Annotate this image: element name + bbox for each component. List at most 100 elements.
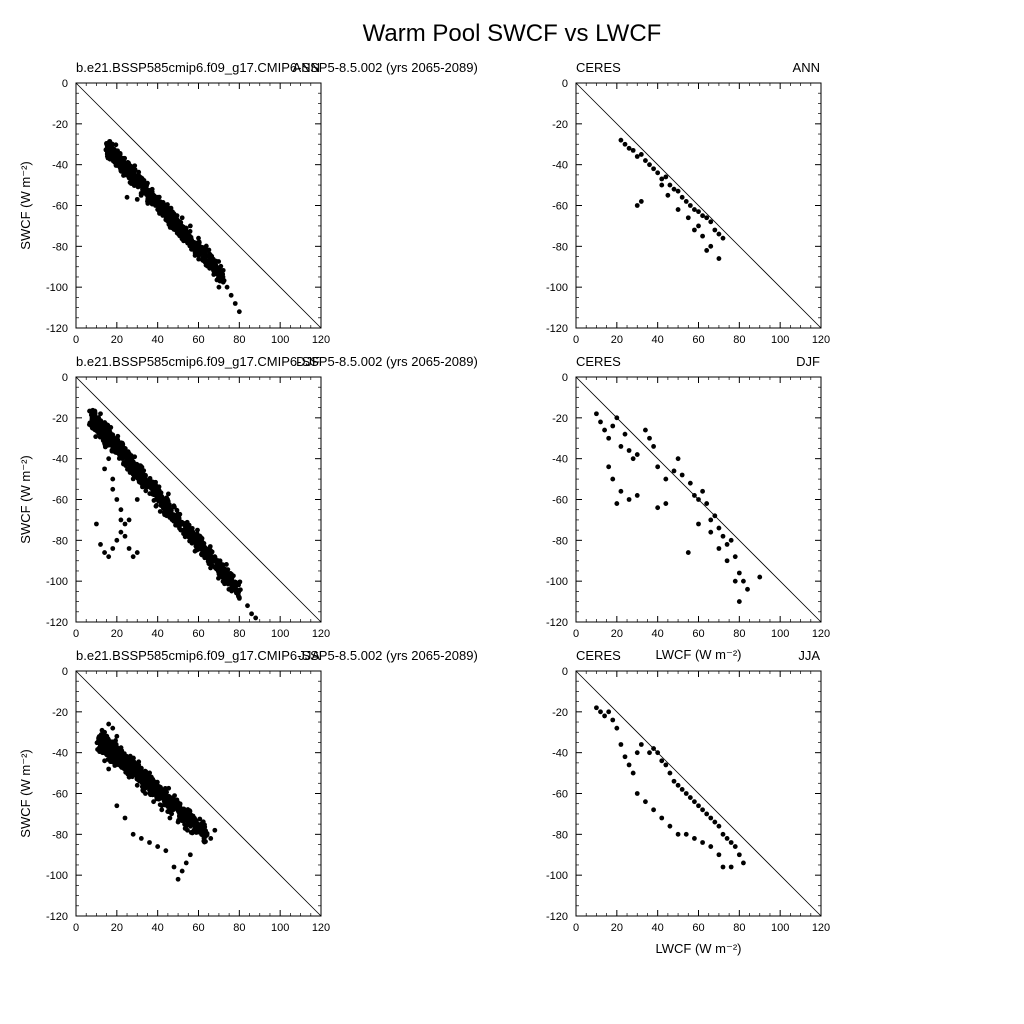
x-tick-label: 20 (111, 334, 123, 346)
data-point (196, 537, 201, 543)
data-point (162, 785, 168, 791)
data-point (165, 809, 171, 815)
data-point (200, 820, 205, 826)
y-axis-label: SWCF (W m⁻²) (18, 161, 33, 249)
data-point (102, 550, 107, 555)
y-tick-label: -20 (552, 707, 568, 719)
data-point (155, 207, 161, 212)
x-tick-label: 80 (233, 628, 245, 640)
data-point (204, 553, 210, 559)
data-point (126, 166, 132, 172)
data-point (94, 415, 99, 421)
data-point (163, 848, 169, 854)
x-tick-label: 80 (733, 922, 745, 934)
data-point (728, 840, 734, 845)
data-point (102, 758, 107, 764)
data-point (704, 248, 710, 253)
data-point (98, 737, 104, 743)
data-point (134, 461, 140, 467)
data-point (659, 758, 665, 764)
data-point (147, 840, 152, 845)
x-tick-label: 60 (192, 334, 204, 346)
data-point (114, 154, 120, 159)
data-point (203, 243, 209, 249)
data-point (683, 199, 689, 204)
data-point (111, 758, 117, 764)
data-point (110, 442, 116, 448)
data-point (626, 497, 632, 502)
data-point (98, 411, 103, 417)
data-point (700, 233, 705, 239)
data-point (708, 815, 714, 821)
scatter-panel: 0 20 40 60 80 100 120 0 -20 -40 -60 -80 -100 -120 CERE… (546, 354, 830, 662)
data-point (708, 219, 714, 225)
data-point (177, 511, 183, 517)
data-point (151, 498, 157, 503)
y-tick-label: -60 (52, 789, 68, 801)
data-point (683, 791, 689, 796)
data-point (105, 422, 110, 428)
data-point (708, 517, 714, 523)
data-point (134, 550, 140, 555)
data-point (94, 421, 100, 427)
data-point (110, 752, 116, 758)
data-point (651, 166, 656, 172)
data-point (174, 801, 180, 807)
data-point (142, 188, 148, 194)
scatter-panel: 0 20 40 60 80 100 120 0 -20 -40 -60 -80 -100 -120 b.e2… (18, 354, 478, 640)
data-point (210, 266, 216, 272)
data-point (147, 770, 153, 776)
data-point (204, 248, 210, 253)
data-point (618, 444, 624, 449)
x-tick-label: 120 (312, 922, 330, 934)
y-tick-label: -120 (46, 617, 68, 629)
scatter-panel: 0 20 40 60 80 100 120 0 -20 -40 -60 -80 -100 -120 CERE… (546, 60, 830, 346)
data-point (134, 497, 140, 502)
y-tick-label: -20 (52, 413, 68, 425)
x-tick-label: 0 (573, 922, 579, 934)
data-point (171, 864, 177, 870)
data-point (191, 244, 197, 250)
data-point (114, 537, 120, 543)
panel-left-title: CERES (576, 60, 621, 75)
data-point (663, 501, 669, 506)
data-point (140, 780, 145, 786)
data-point (183, 823, 189, 829)
data-point (200, 826, 206, 832)
data-point (610, 423, 616, 429)
data-point (212, 554, 218, 560)
data-point (622, 754, 628, 760)
data-point (115, 745, 121, 751)
data-point (154, 503, 159, 508)
data-point (724, 836, 730, 841)
data-point (212, 827, 218, 833)
x-tick-label: 120 (812, 334, 830, 346)
data-point (687, 795, 693, 800)
data-point (692, 799, 697, 805)
data-point (663, 476, 669, 482)
data-point (157, 802, 163, 808)
data-point (634, 203, 640, 208)
x-tick-label: 0 (73, 922, 79, 934)
y-tick-label: 0 (62, 666, 68, 678)
panel-left-title: b.e21.BSSP585cmip6.f09_g17.CMIP6-SSP5-8.… (76, 648, 478, 663)
data-point (655, 464, 661, 470)
data-point (651, 807, 656, 813)
data-point (108, 434, 114, 440)
data-point (190, 533, 196, 539)
x-tick-label: 80 (233, 334, 245, 346)
data-point (679, 194, 685, 200)
y-tick-label: -40 (552, 160, 568, 172)
data-point (113, 738, 118, 743)
data-point (118, 750, 124, 756)
data-point (174, 218, 180, 224)
data-point (145, 199, 150, 204)
x-tick-label: 120 (812, 628, 830, 640)
data-point (598, 419, 603, 425)
y-tick-label: 0 (62, 372, 68, 384)
data-point (184, 231, 190, 237)
data-point (667, 770, 673, 776)
x-tick-label: 60 (192, 628, 204, 640)
data-point (122, 533, 128, 539)
data-point (154, 786, 159, 791)
